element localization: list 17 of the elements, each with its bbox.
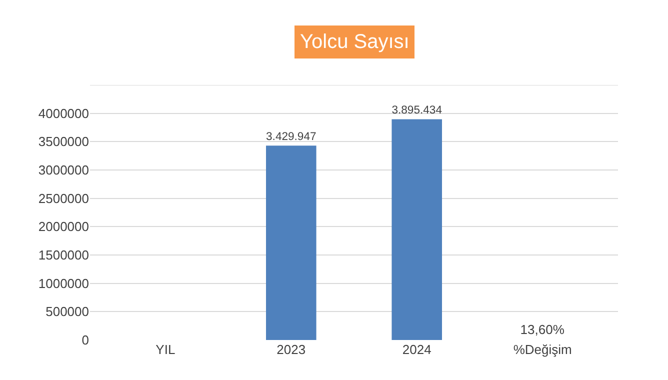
y-tick-label: 500000 (46, 304, 89, 320)
data-label: 3.429.947 (266, 131, 316, 144)
y-tick-label: 2500000 (38, 190, 89, 206)
y-tick-label: 0 (82, 332, 89, 348)
x-tick-label: %Değişim (513, 342, 572, 357)
y-tick-label: 1000000 (38, 276, 89, 291)
chart-title: Yolcu Sayısı (300, 31, 410, 53)
data-label: 13,60% (520, 322, 565, 337)
y-tick-label: 2000000 (38, 219, 89, 234)
data-label: 3.895.434 (392, 104, 442, 117)
y-tick-label: 4000000 (38, 106, 89, 121)
x-tick-label: 2023 (276, 342, 306, 357)
y-tick-label: 3000000 (38, 162, 89, 178)
x-tick-label: 2024 (402, 342, 432, 357)
x-tick-label: YIL (156, 342, 176, 357)
y-tick-label: 1500000 (38, 248, 89, 263)
y-tick-label: 3500000 (38, 134, 89, 150)
